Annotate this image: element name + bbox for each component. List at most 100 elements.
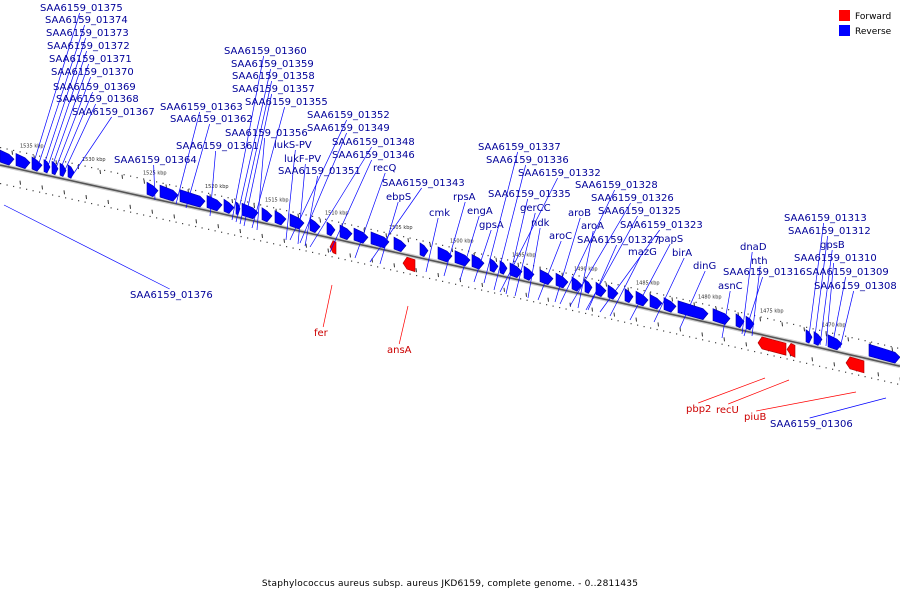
gene-label-saa6159-01363: SAA6159_01363 xyxy=(160,102,243,113)
minor-tick xyxy=(217,224,219,229)
minor-tick xyxy=(569,302,571,307)
guide-dot xyxy=(552,269,554,271)
guide-dot xyxy=(838,370,840,372)
guide-dot xyxy=(604,317,606,319)
minor-tick xyxy=(231,199,233,204)
guide-dot xyxy=(773,355,775,357)
gene-label-paps: papS xyxy=(658,234,683,245)
guide-dot xyxy=(175,221,177,223)
guide-dot xyxy=(708,340,710,342)
guide-dot xyxy=(260,240,262,242)
tick-label-1530-kbp: 1530 kbp xyxy=(82,157,106,163)
guide-dot xyxy=(0,147,2,149)
gene-label-recq: recQ xyxy=(373,163,397,174)
leader-line-saa6159-01357 xyxy=(243,93,272,227)
guide-dot xyxy=(273,243,275,245)
leader-line-luks-pv xyxy=(285,149,296,241)
reverse-gene-arrow xyxy=(51,160,59,176)
guide-dot xyxy=(604,281,606,283)
guide-dot xyxy=(292,211,294,213)
guide-dot xyxy=(429,241,431,244)
guide-dot xyxy=(689,336,691,338)
guide-dot xyxy=(799,361,801,363)
guide-dot xyxy=(767,353,769,356)
reverse-gene-arrow xyxy=(471,253,485,270)
guide-dot xyxy=(364,263,366,265)
minor-tick xyxy=(173,214,175,219)
guide-dot xyxy=(312,215,314,218)
guide-dot xyxy=(793,359,795,362)
guide-dot xyxy=(448,282,450,284)
minor-tick xyxy=(99,169,101,175)
guide-dot xyxy=(526,299,528,301)
guide-dot xyxy=(552,305,554,307)
guide-dot xyxy=(715,342,717,344)
tick-label-1475-kbp: 1475 kbp xyxy=(760,308,784,314)
guide-dot xyxy=(188,188,190,190)
guide-dot xyxy=(136,212,138,215)
leader-line-ding xyxy=(679,270,706,329)
tick-label-1525-kbp: 1525 kbp xyxy=(143,170,167,176)
guide-dot xyxy=(702,303,704,305)
reverse-gene-arrow xyxy=(419,242,429,257)
guide-dot xyxy=(565,272,567,274)
gene-label-saa6159-01309: SAA6159_01309 xyxy=(806,267,889,278)
leader-line-mazg xyxy=(609,256,641,317)
reverse-gene-arrow xyxy=(274,210,287,226)
guide-dot xyxy=(702,339,704,341)
leader-line-piub xyxy=(756,391,857,412)
guide-dot xyxy=(715,306,717,308)
minor-tick xyxy=(781,322,783,327)
guide-dot xyxy=(617,320,619,322)
guide-dot xyxy=(169,184,171,186)
minor-tick xyxy=(349,253,351,258)
minor-tick xyxy=(679,327,681,332)
reverse-gene-arrow xyxy=(624,288,634,303)
leader-line-saa6159-01370 xyxy=(55,76,91,169)
guide-dot xyxy=(344,223,346,225)
minor-tick xyxy=(723,337,725,342)
guide-dot xyxy=(539,266,541,268)
guide-dot xyxy=(325,218,327,220)
guide-dot xyxy=(728,345,730,347)
guide-dot xyxy=(266,205,268,207)
guide-dot xyxy=(214,230,216,232)
gene-label-saa6159-01370: SAA6159_01370 xyxy=(51,67,134,78)
leader-line-asnc xyxy=(721,290,731,339)
guide-dot xyxy=(481,289,483,291)
guide-dot xyxy=(416,238,418,241)
gene-label-saa6159-01373: SAA6159_01373 xyxy=(46,28,129,39)
guide-dot xyxy=(585,276,587,279)
guide-dot xyxy=(227,197,229,199)
guide-dot xyxy=(650,291,652,293)
tick-label-1470-kbp: 1470 kbp xyxy=(822,322,846,328)
guide-dot xyxy=(682,298,684,300)
guide-dot xyxy=(890,345,892,348)
guide-dot xyxy=(695,337,697,339)
guide-dot xyxy=(585,312,587,315)
guide-dot xyxy=(877,379,879,381)
leader-line-saa6159-01369 xyxy=(59,91,93,171)
gene-label-arob: aroB xyxy=(568,208,591,219)
reverse-gene-arrow xyxy=(454,250,471,267)
reverse-gene-arrow xyxy=(571,276,583,292)
guide-dot xyxy=(143,214,145,216)
minor-tick xyxy=(495,257,497,262)
leader-line-saa6159-01332 xyxy=(499,177,558,293)
guide-dot xyxy=(416,274,418,277)
leader-line-ebps xyxy=(379,201,399,265)
guide-dot xyxy=(188,224,190,226)
guide-dot xyxy=(117,208,119,210)
minor-tick xyxy=(803,327,805,332)
legend-swatch-forward xyxy=(839,10,850,21)
guide-dot xyxy=(182,223,184,225)
guide-dot xyxy=(409,273,411,275)
gene-label-saa6159-01355: SAA6159_01355 xyxy=(245,97,328,108)
guide-dot xyxy=(767,317,769,320)
guide-dot xyxy=(234,198,236,200)
guide-dot xyxy=(26,152,28,154)
guide-dot xyxy=(520,262,522,264)
minor-tick xyxy=(825,332,827,337)
guide-dot xyxy=(461,249,463,251)
guide-dot xyxy=(728,309,730,311)
